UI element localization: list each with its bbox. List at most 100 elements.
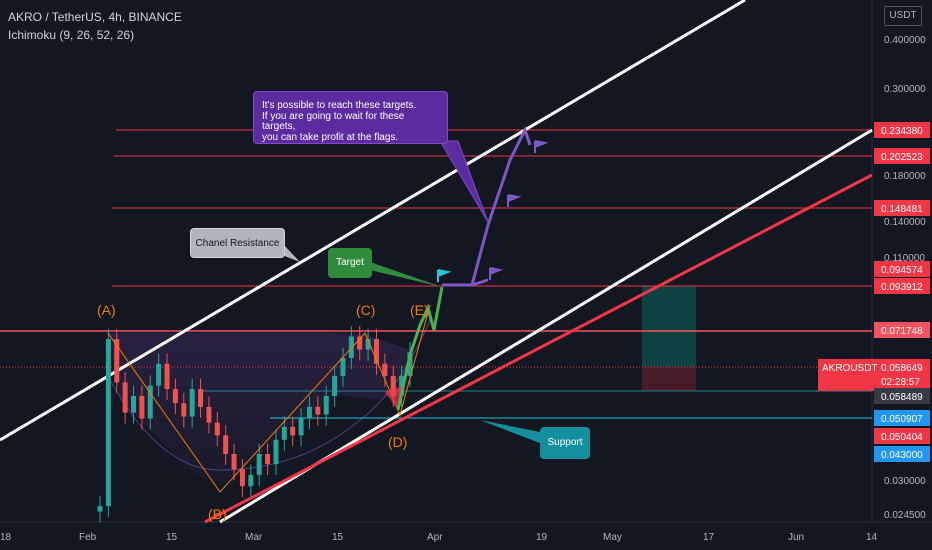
candle <box>189 389 195 417</box>
x-tick: 19 <box>536 532 548 543</box>
y-tick: 0.180000 <box>884 171 926 182</box>
price-label: 0.071748 <box>881 326 923 337</box>
price-label: 0.094574 <box>881 265 923 276</box>
candle <box>256 453 262 475</box>
x-tick: 15 <box>332 532 344 543</box>
x-axis-ticks: 18 Feb 15 Mar 15 Apr 19 May 17 Jun 14 <box>0 532 878 543</box>
pattern-zigzag <box>107 304 431 493</box>
support-note[interactable]: Support <box>540 427 590 459</box>
candle <box>373 339 379 364</box>
candle <box>231 453 237 470</box>
current-price-label: 0.058649 <box>881 363 923 374</box>
candle <box>114 339 120 383</box>
candlestick-series <box>97 326 413 523</box>
x-tick: May <box>603 532 622 543</box>
candle <box>97 506 103 512</box>
trend-support-line[interactable] <box>204 173 873 524</box>
candle <box>198 389 204 407</box>
current-symbol-label: AKROUSDT <box>822 363 878 374</box>
currency-label[interactable]: USDT <box>884 6 922 26</box>
y-tick: 0.110000 <box>884 253 925 264</box>
x-tick: 15 <box>166 532 178 543</box>
targets-note[interactable]: It's possible to reach these targets. If… <box>253 91 448 144</box>
candle <box>214 422 220 436</box>
x-tick: 14 <box>866 532 878 543</box>
symbol-title[interactable]: AKRO / TetherUS, 4h, BINANCE <box>8 10 182 24</box>
pattern-point-e: (E) <box>410 302 429 318</box>
candle <box>122 382 128 413</box>
pattern-point-c: (C) <box>356 302 376 318</box>
candle <box>181 403 187 417</box>
projection-path-return <box>471 278 489 287</box>
x-tick: Jun <box>788 532 804 543</box>
price-label: 0.050404 <box>881 432 923 443</box>
candle <box>105 339 111 507</box>
price-labels: 0.234380 0.202523 0.148481 0.094574 0.09… <box>818 122 930 462</box>
candle <box>323 395 329 415</box>
price-label: 0.093912 <box>881 282 923 293</box>
y-tick: 0.300000 <box>884 84 926 95</box>
targets-note-line: you can take profit at the flags. <box>262 131 399 143</box>
candle <box>315 406 321 415</box>
price-label: 0.043000 <box>881 450 923 461</box>
candle <box>290 426 296 436</box>
candle <box>164 363 170 390</box>
target-note-tail <box>370 262 442 287</box>
indicator-label[interactable]: Ichimoku (9, 26, 52, 26) <box>8 28 135 42</box>
position-profit-box[interactable] <box>642 286 696 367</box>
candle <box>382 363 388 376</box>
candle <box>365 339 371 350</box>
x-tick: 18 <box>0 532 12 543</box>
candle <box>172 389 178 404</box>
candle <box>298 418 304 436</box>
target-arrow <box>396 286 444 411</box>
channel-resistance-line[interactable] <box>0 0 746 442</box>
targets-note-tail <box>439 140 489 223</box>
candle <box>139 395 145 419</box>
candle <box>206 406 212 423</box>
y-tick: 0.024500 <box>884 510 926 521</box>
candle <box>281 426 287 440</box>
targets-note-line: If you are going to wait for these targe… <box>262 110 405 132</box>
candle <box>131 395 137 413</box>
d-triangle <box>385 385 405 410</box>
flag-icon <box>534 140 549 153</box>
flag-icon <box>489 267 504 280</box>
countdown-label: 02:28:57 <box>881 377 920 388</box>
target-note[interactable]: Target <box>328 248 372 278</box>
candle <box>399 375 405 396</box>
x-tick: Mar <box>245 532 263 543</box>
projection-path <box>442 126 532 287</box>
candle <box>340 357 346 376</box>
price-label: 0.148481 <box>881 204 923 215</box>
candle <box>223 435 229 454</box>
candle <box>407 352 413 376</box>
candle <box>239 469 245 487</box>
x-tick: Feb <box>79 532 97 543</box>
position-loss-box[interactable] <box>642 367 696 391</box>
candle <box>273 439 279 465</box>
pattern-point-a: (A) <box>97 302 116 318</box>
price-label: 0.058489 <box>881 392 923 403</box>
y-tick: 0.140000 <box>884 217 926 228</box>
candle <box>332 375 338 396</box>
pattern-point-b: (B) <box>208 506 227 522</box>
candle <box>156 363 162 386</box>
candle <box>390 375 396 396</box>
pattern-point-d: (D) <box>388 434 408 450</box>
targets-note-line: It's possible to reach these targets. <box>262 100 417 111</box>
flag-icon <box>437 269 452 282</box>
chanel-resistance-note[interactable]: Chanel Resistance <box>190 228 285 258</box>
x-tick: 17 <box>703 532 715 543</box>
candle <box>265 453 271 465</box>
x-tick: Apr <box>427 532 443 543</box>
candle <box>306 406 312 419</box>
price-label: 0.234380 <box>881 126 923 137</box>
support-note-tail <box>480 420 545 445</box>
price-label: 0.202523 <box>881 152 923 163</box>
flag-icon <box>507 194 522 207</box>
y-tick: 0.400000 <box>884 35 926 46</box>
candle <box>348 336 354 358</box>
y-axis-ticks: 0.400000 0.300000 0.180000 0.140000 0.11… <box>884 35 926 521</box>
